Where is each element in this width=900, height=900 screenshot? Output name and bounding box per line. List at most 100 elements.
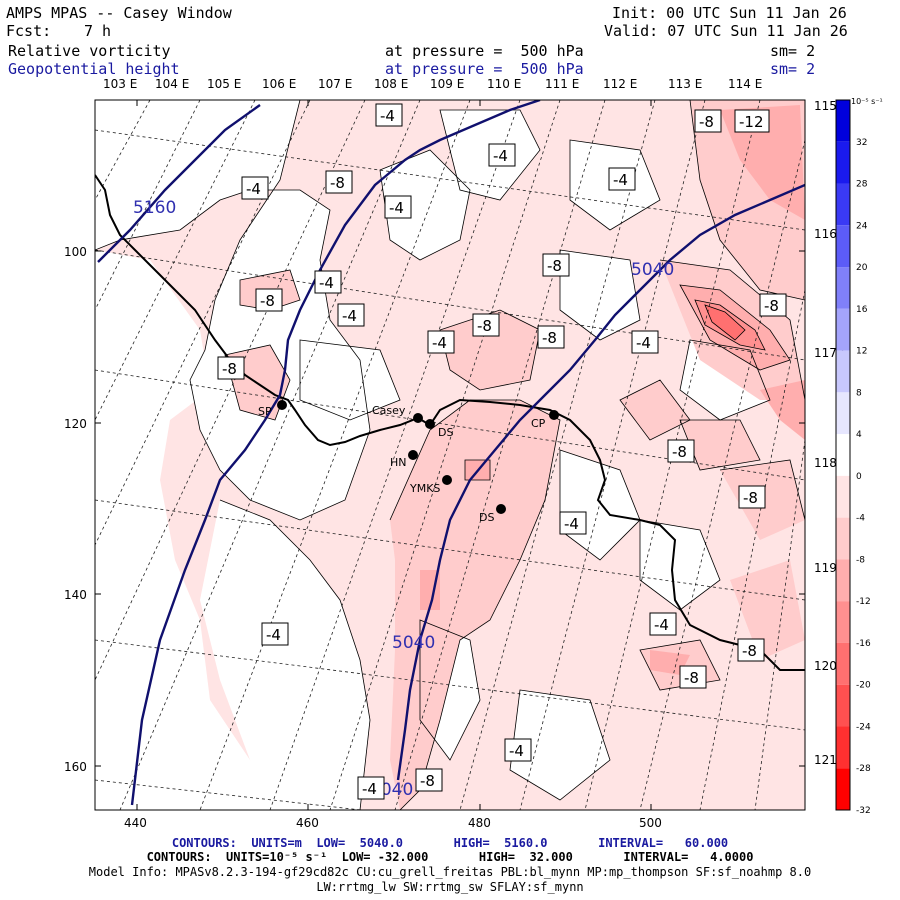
x-tick-label: 460 xyxy=(296,816,319,830)
colorbar-level-label: -20 xyxy=(856,681,871,691)
map-frame xyxy=(94,99,806,811)
colorbar-level-label: 20 xyxy=(856,263,868,273)
vort-label: -8 xyxy=(472,313,500,337)
vort-label: -8 xyxy=(537,325,565,349)
vort-label: -4 xyxy=(649,612,677,636)
colorbar-swatch xyxy=(836,308,850,351)
vorticity-labels: -4 -8 -12 -4 -8 -4 -4 -4 -8 -4 -8 -8 -4 … xyxy=(217,103,787,800)
colorbar-level-label: -28 xyxy=(856,764,871,774)
colorbar-swatch xyxy=(836,267,850,309)
lon-label-top: 112 E xyxy=(603,77,638,91)
svg-text:-8: -8 xyxy=(330,174,345,192)
stations: Casey DS CP SP HN YMKS DS xyxy=(258,400,559,524)
svg-text:-8: -8 xyxy=(699,113,714,131)
svg-text:-4: -4 xyxy=(319,274,334,292)
colorbar-level-label: -32 xyxy=(856,806,871,816)
vort-label: -4 xyxy=(427,330,455,354)
colorbar-swatch xyxy=(836,225,850,268)
model-info: Model Info: MPASv8.2.3-194-gf29cd82c CU:… xyxy=(88,865,812,879)
colorbar-swatch xyxy=(836,601,850,643)
vort-label: -4 xyxy=(314,270,342,294)
colorbar-swatch xyxy=(836,684,850,727)
axis-labels: 440 460 480 500 100 120 140 160 xyxy=(64,245,662,830)
svg-text:-8: -8 xyxy=(764,297,779,315)
colorbar-level-label: -16 xyxy=(856,639,871,649)
colorbar-frame xyxy=(835,99,851,811)
lon-label-top: 110 E xyxy=(487,77,522,91)
svg-text:-8: -8 xyxy=(420,772,435,790)
lon-label-top: 107 E xyxy=(318,77,353,91)
lon-label-top: 113 E xyxy=(668,77,703,91)
field1-smoothing: sm= 2 xyxy=(770,42,816,60)
vort-label: -8 xyxy=(415,768,443,792)
valid-time: Valid: 07 UTC Sun 11 Jan 26 xyxy=(604,22,848,40)
colorbar-swatch xyxy=(836,100,850,142)
init-time: Init: 00 UTC Sun 11 Jan 26 xyxy=(612,4,847,22)
svg-text:-4: -4 xyxy=(389,199,404,217)
svg-text:-4: -4 xyxy=(636,334,651,352)
field2-level: at pressure = 500 hPa xyxy=(385,60,584,78)
colorbar-swatch xyxy=(836,642,850,685)
station-marker xyxy=(549,410,559,420)
station-marker xyxy=(442,475,452,485)
colorbar-unit: 10⁻⁵ s⁻¹ xyxy=(851,97,883,106)
colorbar-swatch xyxy=(836,141,850,184)
svg-text:-8: -8 xyxy=(542,329,557,347)
height-contour-info: CONTOURS: UNITS=m LOW= 5040.0 HIGH= 5160… xyxy=(171,836,729,850)
axis-ticks xyxy=(95,100,805,810)
vorticity-fill xyxy=(95,100,805,810)
field1-level: at pressure = 500 hPa xyxy=(385,42,584,60)
svg-text:-4: -4 xyxy=(266,626,281,644)
svg-text:-4: -4 xyxy=(362,780,377,798)
svg-text:-8: -8 xyxy=(742,642,757,660)
lon-label-top: 111 E xyxy=(545,77,580,91)
station-label-sp: SP xyxy=(258,405,272,418)
colorbar-swatch xyxy=(836,559,850,602)
vort-label: -8 xyxy=(759,293,787,317)
vort-label: -4 xyxy=(504,738,532,762)
height-labels: 5160 5040 5040 5040 xyxy=(133,198,674,800)
lon-label-top: 106 E xyxy=(262,77,297,91)
lon-label-top: 103 E xyxy=(103,77,138,91)
model-info-physics: LW:rrtmg_lw SW:rrtmg_sw SFLAY:sf_mynn xyxy=(316,880,584,894)
colorbar-swatch xyxy=(836,475,850,518)
vort-label: -8 xyxy=(325,170,353,194)
vort-label: -4 xyxy=(488,143,516,167)
field1-name: Relative vorticity xyxy=(8,42,171,60)
svg-text:-4: -4 xyxy=(493,147,508,165)
x-tick-label: 500 xyxy=(639,816,662,830)
vort-label: -4 xyxy=(375,103,403,127)
plot-title: AMPS MPAS -- Casey Window xyxy=(6,4,232,22)
y-tick-label: 140 xyxy=(64,588,87,602)
height-label-5160: 5160 xyxy=(133,198,176,218)
lon-label-top: 104 E xyxy=(155,77,190,91)
geopotential-contours xyxy=(97,100,805,806)
y-tick-label: 120 xyxy=(64,417,87,431)
vort-label: -8 xyxy=(255,288,283,312)
svg-text:-4: -4 xyxy=(432,334,447,352)
station-marker xyxy=(277,400,287,410)
vort-label: -4 xyxy=(559,511,587,535)
station-label-hn: HN xyxy=(390,456,407,469)
vort-label: -4 xyxy=(384,195,412,219)
svg-text:-4: -4 xyxy=(246,180,261,198)
forecast-hour: 7 h xyxy=(84,22,112,40)
vort-label: -8 xyxy=(542,253,570,277)
svg-text:-4: -4 xyxy=(342,307,357,325)
station-marker xyxy=(408,450,418,460)
station-label-ymks: YMKS xyxy=(409,482,440,495)
colorbar-level-label: 8 xyxy=(856,388,862,398)
vort-label: -8 xyxy=(737,638,765,662)
vort-label: -4 xyxy=(608,167,636,191)
vort-label: -4 xyxy=(241,176,269,200)
svg-text:-4: -4 xyxy=(380,107,395,125)
lon-label-top: 108 E xyxy=(374,77,409,91)
station-label-cp: CP xyxy=(531,417,546,430)
height-label-5040: 5040 xyxy=(631,260,674,280)
station-marker xyxy=(413,413,423,423)
station-marker xyxy=(496,504,506,514)
field2-name: Geopotential height xyxy=(8,60,180,78)
svg-text:-4: -4 xyxy=(654,616,669,634)
station-label-ds: DS xyxy=(479,511,494,524)
station-label-casey: Casey xyxy=(372,404,406,417)
